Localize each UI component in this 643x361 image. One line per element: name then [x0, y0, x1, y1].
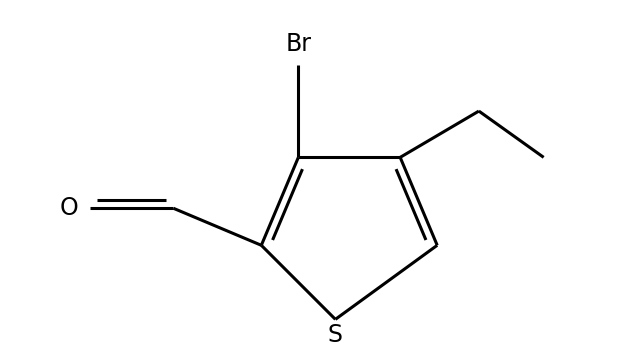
Text: Br: Br [285, 32, 311, 56]
Text: O: O [59, 196, 78, 220]
Text: S: S [328, 323, 343, 347]
